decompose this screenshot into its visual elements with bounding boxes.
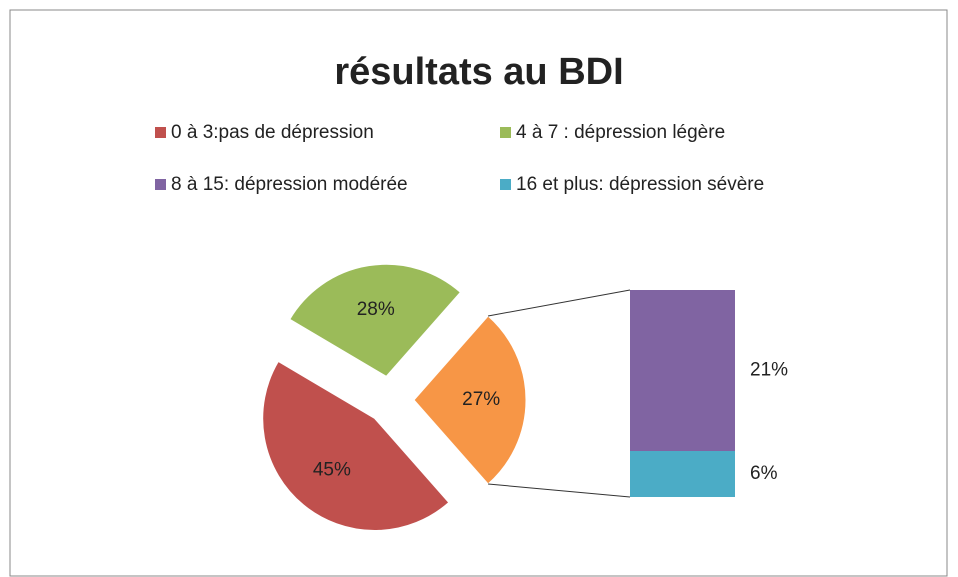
pie-slice	[413, 315, 527, 485]
legend-swatch	[500, 179, 511, 190]
bar-segment	[630, 451, 735, 497]
chart-title: résultats au BDI	[334, 51, 623, 93]
frame	[9, 9, 948, 577]
connector	[488, 483, 631, 498]
data-label: 6%	[750, 463, 778, 484]
legend-label: 4 à 7 : dépression légère	[516, 122, 725, 143]
legend-label: 0 à 3:pas de dépression	[171, 122, 374, 143]
data-label: 27%	[462, 389, 500, 410]
legend-swatch	[500, 127, 511, 138]
legend-swatch	[155, 127, 166, 138]
pie-slice	[289, 263, 462, 377]
data-label: 45%	[313, 459, 351, 480]
legend-swatch	[155, 179, 166, 190]
legend-label: 8 à 15: dépression modérée	[171, 174, 408, 195]
data-label: 21%	[750, 360, 788, 381]
bar-segment	[630, 290, 735, 451]
connector	[487, 289, 631, 317]
data-label: 28%	[357, 299, 395, 320]
pie-slice	[262, 360, 450, 531]
legend-label: 16 et plus: dépression sévère	[516, 174, 764, 195]
